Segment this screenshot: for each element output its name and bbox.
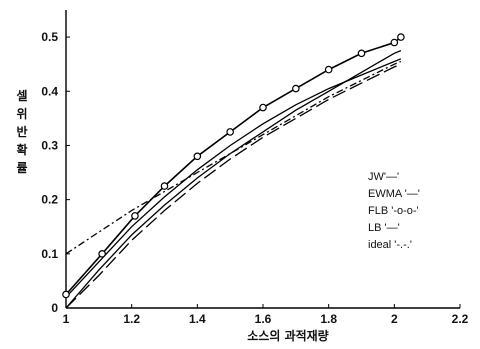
series-marker [390, 38, 399, 47]
x-axis-label: 소스의 과적재량 [247, 328, 328, 343]
chart-ticks: 1 1.2 1.4 1.6 1.8 2 2.2 0 0.1 0.2 0.3 0.4 0.5 [41, 30, 468, 326]
series-line-0 [65, 58, 402, 298]
series-marker [357, 49, 366, 58]
series-marker [259, 103, 267, 112]
series-line-3 [65, 49, 402, 309]
y-axis-label-char: 률 [16, 161, 27, 175]
x-tick-label: 2.2 [452, 312, 469, 326]
y-tick-label: 0.1 [41, 247, 58, 261]
x-tick-label: 2 [391, 312, 398, 326]
chart-legend: JW'—' EWMA '—' FLB '-o-o-' LB '—' ideal '-.-… [368, 171, 420, 251]
legend-entry: JW'—' [368, 171, 399, 183]
y-tick-label: 0.5 [41, 30, 58, 44]
x-tick-label: 1.6 [255, 312, 272, 326]
x-tick-label: 1 [63, 312, 70, 326]
series-marker [193, 152, 202, 161]
y-axis-label-char: 반 [16, 124, 27, 139]
y-tick-label: 0.3 [41, 138, 58, 152]
series-marker [98, 250, 106, 258]
series-marker [324, 65, 333, 74]
y-axis-label-char: 셀 [16, 88, 27, 103]
series-line-1 [65, 63, 402, 309]
series-marker [131, 212, 139, 220]
legend-entry: EWMA '—' [368, 188, 420, 200]
x-tick-label: 1.4 [189, 312, 206, 326]
series-line-2 [65, 36, 402, 296]
series-marker [226, 128, 234, 136]
y-tick-label: 0 [51, 301, 58, 315]
y-axis-label-char: 위 [16, 107, 27, 121]
series-marker [62, 290, 70, 299]
series-marker [160, 182, 169, 190]
legend-entry: ideal '-.-.' [368, 239, 412, 251]
legend-entry: LB '—' [368, 222, 400, 234]
series-line-4 [65, 60, 402, 255]
chart-series [62, 33, 405, 309]
series-marker [397, 33, 405, 41]
y-tick-label: 0.4 [41, 84, 58, 98]
y-axis-label-char: 확 [16, 142, 27, 157]
legend-entry: FLB '-o-o-' [368, 205, 419, 217]
series-marker [292, 84, 300, 93]
chart-axes [65, 10, 460, 309]
x-tick-label: 1.8 [320, 312, 337, 326]
x-tick-label: 1.2 [123, 312, 140, 326]
y-tick-label: 0.2 [41, 193, 58, 207]
